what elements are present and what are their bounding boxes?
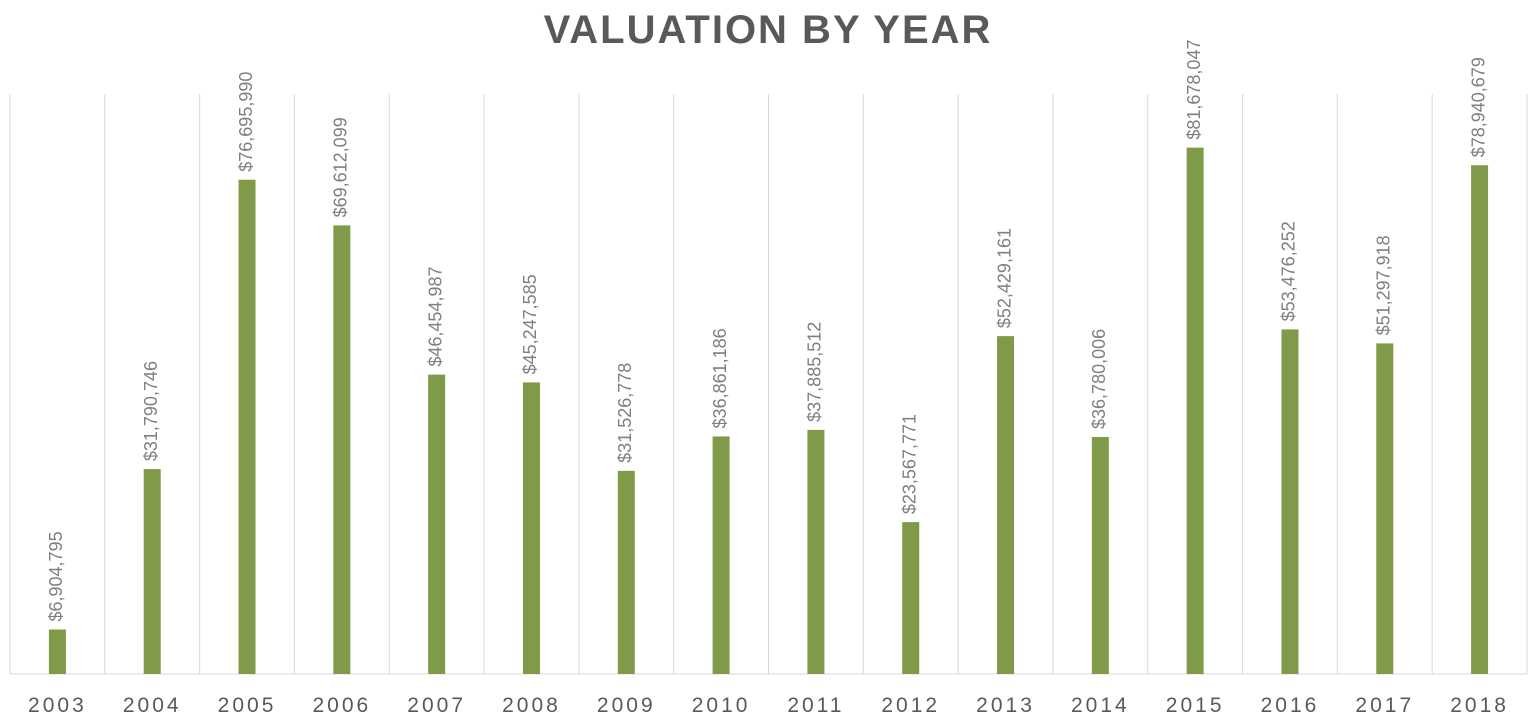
bar	[1186, 147, 1204, 674]
x-tick-label: 2014	[1071, 694, 1130, 717]
data-label: $31,526,778	[615, 363, 635, 463]
x-tick-label: 2006	[312, 694, 371, 717]
bar	[712, 436, 730, 674]
bar	[48, 629, 66, 674]
data-label: $46,454,987	[425, 267, 445, 367]
bar	[1471, 165, 1489, 674]
bar	[238, 179, 256, 675]
bar	[1376, 343, 1394, 674]
bar	[997, 336, 1015, 674]
x-tick-label: 2015	[1166, 694, 1225, 717]
bar	[333, 225, 351, 674]
x-tick-label: 2018	[1450, 694, 1509, 717]
bar	[1281, 329, 1299, 674]
data-label: $6,904,795	[46, 531, 66, 621]
data-label: $78,940,679	[1468, 57, 1488, 157]
bar	[143, 469, 161, 674]
x-tick-label: 2010	[692, 694, 751, 717]
x-tick-label: 2008	[502, 694, 561, 717]
bar	[522, 382, 540, 674]
data-label: $76,695,990	[236, 72, 256, 172]
bar	[1091, 436, 1109, 674]
x-tick-label: 2012	[881, 694, 940, 717]
data-label: $51,297,918	[1374, 235, 1394, 335]
x-tick-label: 2016	[1261, 694, 1320, 717]
x-tick-label: 2017	[1355, 694, 1414, 717]
data-label: $69,612,099	[331, 117, 351, 217]
bar	[807, 429, 825, 674]
data-label: $53,476,252	[1279, 221, 1299, 321]
x-tick-label: 2009	[597, 694, 656, 717]
x-tick-label: 2004	[123, 694, 182, 717]
bar	[902, 522, 920, 674]
chart-title: VALUATION BY YEAR	[544, 8, 993, 52]
x-tick-label: 2003	[28, 694, 87, 717]
data-label: $45,247,585	[520, 274, 540, 374]
x-tick-label: 2013	[976, 694, 1035, 717]
data-label: $36,861,186	[710, 328, 730, 428]
x-tick-label: 2007	[407, 694, 466, 717]
data-label: $52,429,161	[994, 228, 1014, 328]
data-label: $23,567,771	[899, 414, 919, 514]
data-label: $36,780,006	[1089, 329, 1109, 429]
data-label: $81,678,047	[1184, 40, 1204, 140]
bar	[428, 374, 446, 674]
x-tick-label: 2011	[787, 694, 844, 717]
data-label: $37,885,512	[805, 322, 825, 422]
bar	[617, 470, 635, 674]
x-tick-label: 2005	[218, 694, 277, 717]
data-label: $31,790,746	[141, 361, 161, 461]
